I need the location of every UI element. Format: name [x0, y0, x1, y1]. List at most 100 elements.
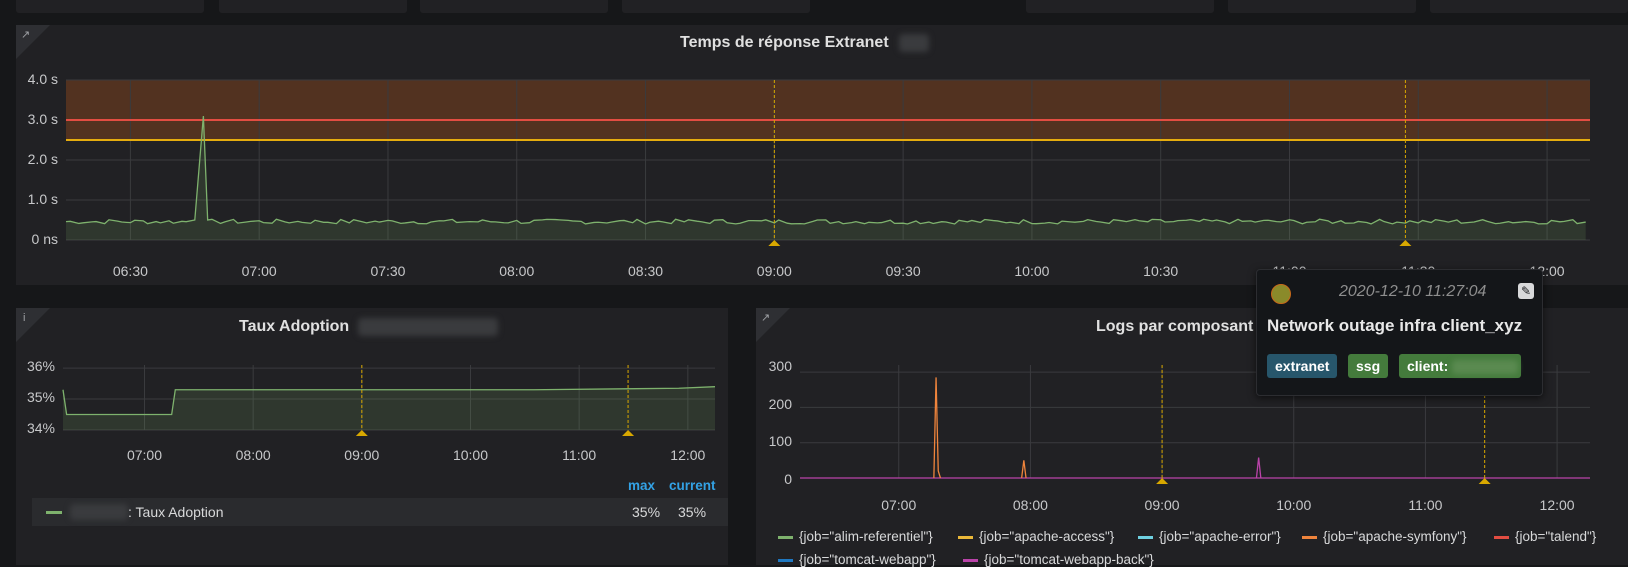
- x-tick-label: 09:00: [756, 263, 792, 279]
- legend-swatch: [46, 511, 62, 514]
- series-line: [1255, 457, 1262, 479]
- y-tick-label: 200: [768, 395, 792, 412]
- legend-swatch: [1302, 535, 1317, 539]
- series-line: [65, 115, 1586, 225]
- panel-corner[interactable]: [16, 25, 50, 59]
- panel-title[interactable]: Logs par composant: [1096, 318, 1254, 335]
- header-tile[interactable]: [622, 0, 810, 13]
- x-tick-label: 10:00: [1276, 497, 1312, 513]
- legend-item[interactable]: {job="tomcat-webapp-back"}: [963, 552, 1154, 567]
- edit-icon[interactable]: ✎: [1518, 283, 1534, 299]
- legend-max-value: 35%: [632, 504, 661, 520]
- x-tick-label: 12:00: [670, 447, 706, 463]
- header-tile[interactable]: [420, 0, 608, 13]
- x-tick-label: 07:00: [241, 263, 277, 279]
- annotation-tag[interactable]: ssg: [1348, 354, 1389, 378]
- redacted-text: [899, 34, 930, 52]
- y-tick-label: 36%: [26, 358, 55, 374]
- header-tile[interactable]: [1430, 0, 1628, 13]
- x-tick-label: 07:00: [126, 447, 163, 463]
- series-line: [933, 377, 942, 479]
- legend-label: {job="apache-error"}: [1159, 529, 1281, 544]
- legend-item[interactable]: {job="alim-referentiel"}: [778, 529, 933, 544]
- legend-item[interactable]: {job="tomcat-webapp"}: [778, 552, 936, 567]
- external-link-icon[interactable]: ↗: [21, 29, 31, 41]
- info-icon[interactable]: i: [23, 312, 26, 324]
- response-time-chart[interactable]: [65, 79, 1590, 255]
- threshold-region: [66, 80, 1590, 140]
- y-tick-label: 0: [784, 470, 792, 487]
- y-tick-label: 0 ns: [31, 231, 58, 247]
- series-line: [62, 386, 716, 416]
- x-tick-label: 12:00: [1539, 497, 1575, 513]
- annotation-tag[interactable]: extranet: [1267, 354, 1338, 378]
- legend-swatch: [958, 535, 973, 539]
- x-tick-label: 11:00: [562, 447, 597, 463]
- panel-title-text: Taux Adoption: [239, 318, 350, 336]
- series-line: [1020, 460, 1027, 479]
- header-tile[interactable]: [1228, 0, 1416, 13]
- x-tick-label: 08:00: [1012, 497, 1048, 513]
- y-tick-label: 35%: [26, 389, 55, 405]
- adoption-chart[interactable]: [62, 365, 716, 436]
- legend-item[interactable]: {job="apache-symfony"}: [1302, 529, 1467, 544]
- header-tile[interactable]: [1026, 0, 1214, 13]
- legend-label: {job="tomcat-webapp-back"}: [984, 552, 1154, 567]
- panel-corner[interactable]: [16, 308, 50, 342]
- redacted-text: [1452, 360, 1519, 375]
- y-tick-label: 34%: [26, 420, 55, 436]
- x-tick-label: 11:00: [1408, 497, 1443, 513]
- y-tick-label: 2.0 s: [27, 151, 58, 167]
- panel-title-text: Temps de réponse Extranet: [680, 34, 889, 52]
- x-tick-label: 08:30: [628, 263, 664, 279]
- legend-row[interactable]: : Taux Adoption 35% 35%: [32, 498, 728, 526]
- legend-label: {job="tomcat-webapp"}: [799, 552, 936, 567]
- panel-response-time: ↗ Temps de réponse Extranet: [16, 25, 1628, 285]
- header-tile[interactable]: [16, 0, 204, 13]
- x-tick-label: 09:30: [885, 263, 921, 279]
- legend-label: {job="apache-access"}: [979, 529, 1115, 544]
- annotation-tooltip: 2020-12-10 11:27:04 ✎ Network outage inf…: [1256, 269, 1543, 396]
- legend-item[interactable]: {job="apache-access"}: [958, 529, 1114, 544]
- legend-swatch: [778, 558, 793, 562]
- legend-swatch: [1494, 535, 1509, 539]
- annotation-tag[interactable]: client:: [1399, 354, 1521, 378]
- annotation-marker: [1156, 478, 1169, 484]
- x-tick-label: 10:00: [1014, 263, 1050, 279]
- external-link-icon[interactable]: ↗: [761, 312, 771, 324]
- avatar: [1271, 284, 1291, 304]
- annotation-marker: [355, 430, 368, 436]
- annotation-timestamp: 2020-12-10 11:27:04: [1339, 283, 1487, 300]
- x-tick-label: 09:00: [1144, 497, 1180, 513]
- redacted-text: [70, 504, 128, 520]
- panel-corner[interactable]: [756, 308, 790, 342]
- redacted-text: [357, 318, 498, 336]
- annotation-marker: [622, 430, 635, 436]
- x-tick-label: 07:30: [370, 263, 406, 279]
- x-tick-label: 07:00: [881, 497, 917, 513]
- legend-swatch: [778, 535, 793, 539]
- panel-adoption: i Taux Adoption max current : Taux Adopt…: [16, 308, 728, 565]
- panel-title[interactable]: Temps de réponse Extranet: [680, 34, 930, 52]
- legend-label: {job="talend"}: [1515, 529, 1597, 544]
- series-area: [66, 116, 1586, 240]
- header-tile[interactable]: [219, 0, 407, 13]
- series-area: [63, 386, 715, 430]
- annotation-tag-label: client:: [1407, 358, 1449, 374]
- x-tick-label: 06:30: [112, 263, 148, 279]
- legend-header-current[interactable]: current: [669, 478, 716, 493]
- legend-label: {job="apache-symfony"}: [1323, 529, 1467, 544]
- y-tick-label: 4.0 s: [27, 71, 58, 87]
- y-tick-label: 100: [768, 433, 792, 449]
- y-tick-label: 300: [768, 358, 792, 374]
- annotation-marker: [1399, 240, 1412, 246]
- legend-current-value: 35%: [678, 504, 707, 520]
- x-tick-label: 08:00: [499, 263, 535, 279]
- panel-title[interactable]: Taux Adoption: [239, 318, 498, 336]
- legend-swatch: [1138, 535, 1153, 539]
- legend-item[interactable]: {job="apache-error"}: [1138, 529, 1281, 544]
- legend-header-max[interactable]: max: [628, 478, 656, 493]
- legend-item[interactable]: {job="talend"}: [1494, 529, 1596, 544]
- legend-swatch: [963, 558, 978, 562]
- x-tick-label: 10:30: [1143, 263, 1179, 279]
